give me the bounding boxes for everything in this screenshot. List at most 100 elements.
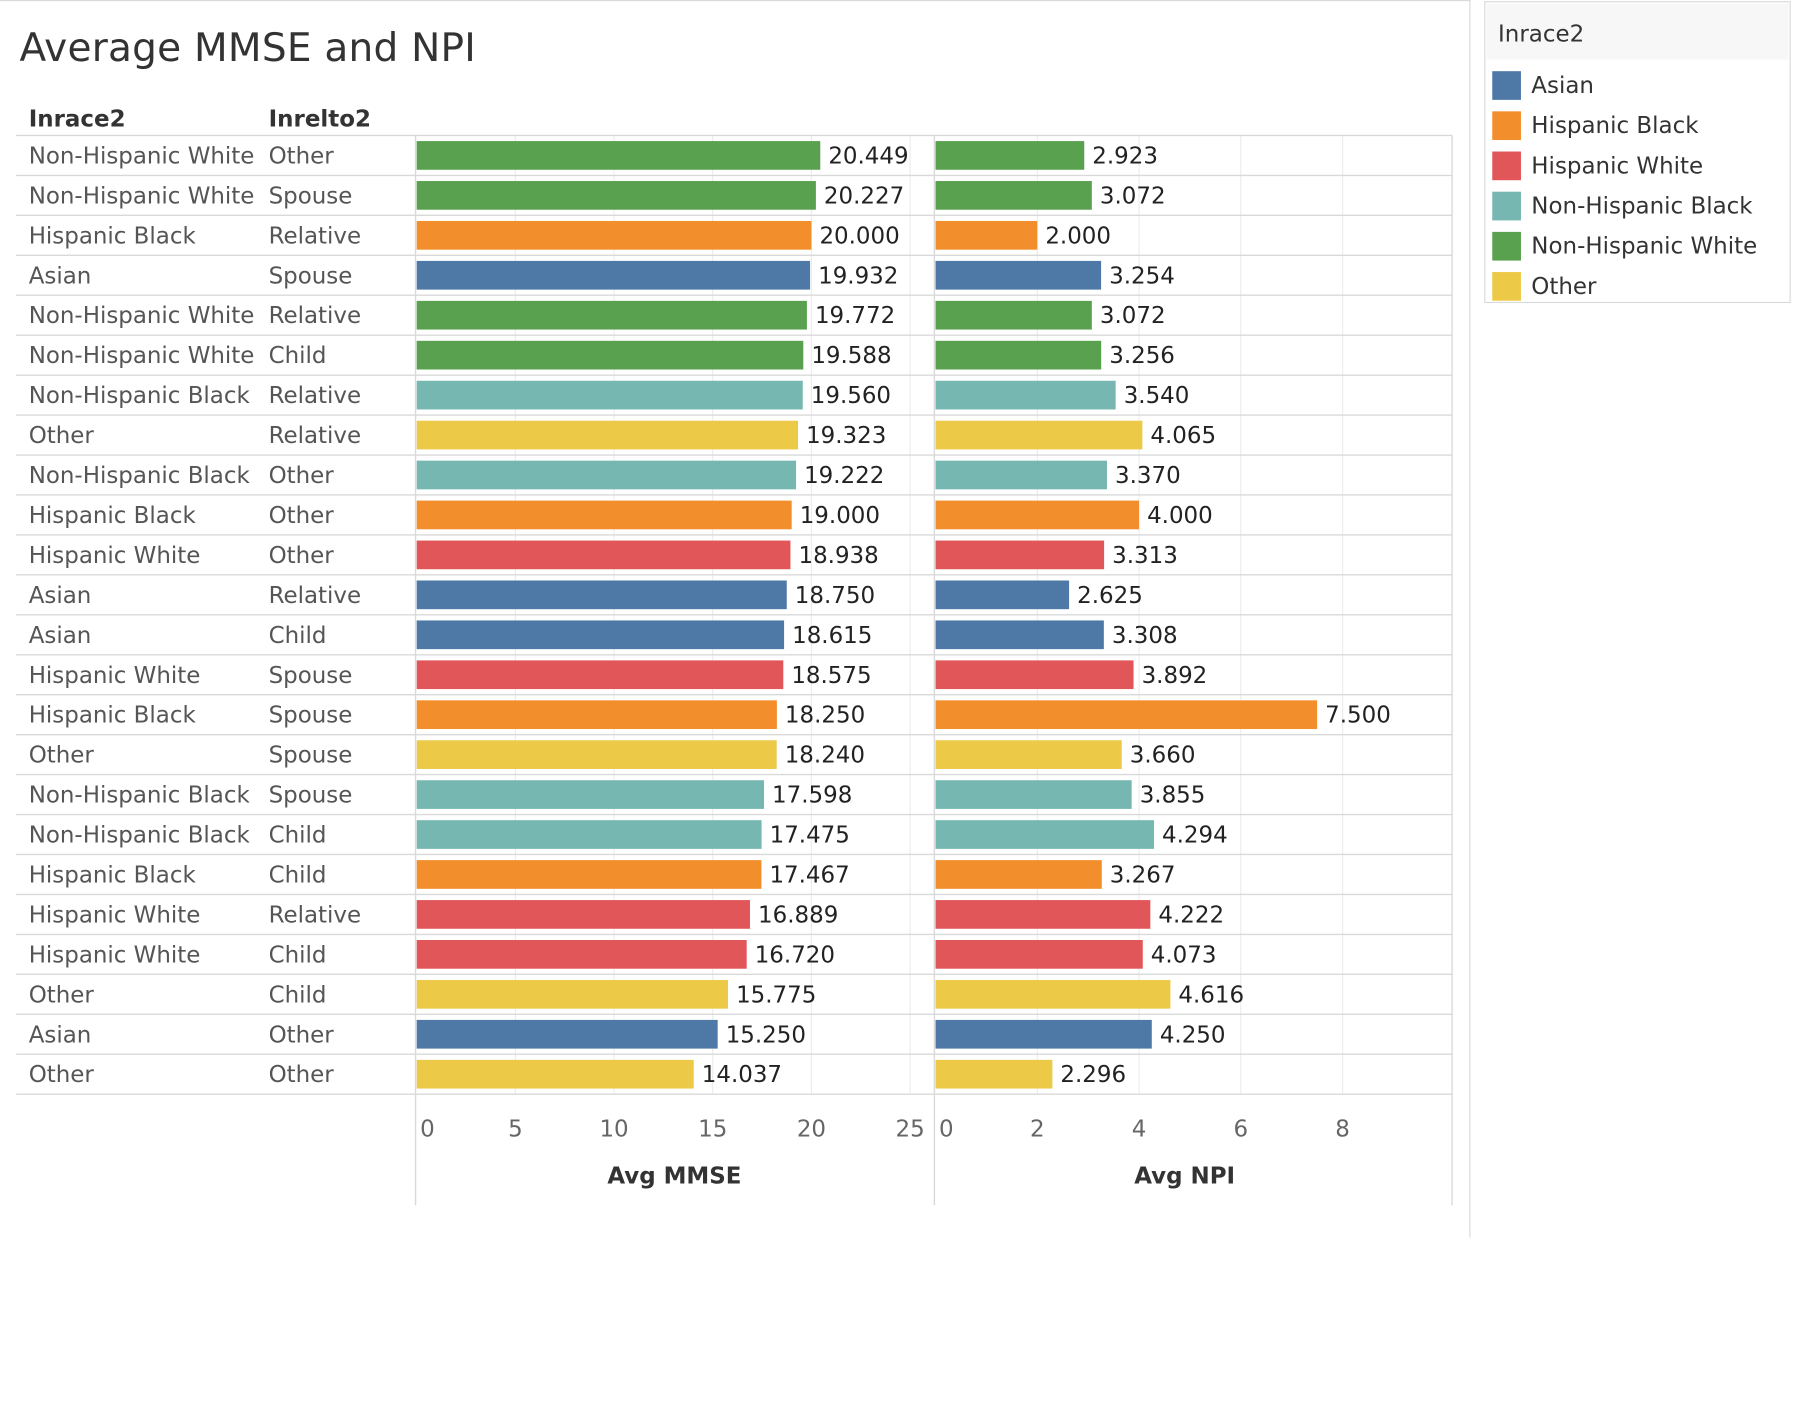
npi-bar[interactable]	[935, 580, 1070, 610]
mmse-value-label: 19.000	[800, 503, 880, 529]
npi-bar[interactable]	[935, 380, 1116, 410]
npi-bar[interactable]	[935, 300, 1092, 330]
row-race-label: Non-Hispanic Black	[29, 463, 251, 489]
mmse-bar[interactable]	[416, 820, 762, 849]
mmse-bar[interactable]	[416, 380, 803, 410]
row-race-label: Hispanic White	[29, 942, 201, 968]
mmse-bar[interactable]	[416, 780, 765, 809]
npi-bar[interactable]	[935, 740, 1122, 769]
mmse-bar[interactable]	[416, 740, 777, 769]
legend-swatch	[1492, 272, 1521, 301]
row-race-label: Asian	[29, 1022, 92, 1048]
npi-value-label: 4.222	[1158, 902, 1224, 928]
mmse-axis-title: Avg MMSE	[607, 1163, 741, 1189]
mmse-value-label: 19.560	[811, 383, 891, 409]
mmse-bar[interactable]	[416, 260, 811, 290]
npi-bar[interactable]	[935, 141, 1085, 170]
npi-value-label: 2.296	[1060, 1062, 1126, 1088]
npi-value-label: 3.660	[1130, 743, 1196, 769]
npi-value-label: 2.625	[1077, 583, 1143, 609]
row-relation-label: Child	[269, 623, 327, 649]
mmse-bar[interactable]	[416, 420, 799, 450]
color-legend: Inrace2 Asian Hispanic Black Hispanic Whit…	[1484, 1, 1791, 304]
legend-label: Hispanic White	[1531, 151, 1704, 180]
npi-bar[interactable]	[935, 1059, 1053, 1089]
legend-label: Asian	[1531, 71, 1594, 99]
chart-title: Average MMSE and NPI	[19, 25, 477, 72]
row-race-label: Non-Hispanic Black	[29, 383, 251, 409]
mmse-bar[interactable]	[416, 340, 804, 370]
mmse-bar[interactable]	[416, 620, 785, 650]
npi-tick-label: 0	[939, 1116, 954, 1142]
npi-bar[interactable]	[935, 820, 1155, 849]
npi-bar[interactable]	[935, 460, 1108, 490]
npi-value-label: 3.370	[1115, 463, 1181, 489]
npi-value-label: 4.294	[1162, 823, 1228, 849]
mmse-value-label: 20.449	[828, 143, 908, 169]
npi-bar[interactable]	[935, 220, 1038, 250]
relation-column-header[interactable]: Inrelto2	[268, 104, 371, 133]
row-race-label: Hispanic Black	[29, 223, 197, 249]
npi-bar[interactable]	[935, 860, 1102, 889]
row-race-label: Asian	[29, 623, 92, 649]
npi-bar[interactable]	[935, 500, 1140, 530]
npi-bar[interactable]	[935, 420, 1143, 450]
row-relation-label: Relative	[269, 303, 362, 329]
npi-bar[interactable]	[935, 540, 1105, 570]
mmse-tick-label: 25	[896, 1116, 925, 1142]
row-race-label: Hispanic Black	[29, 863, 197, 889]
npi-value-label: 2.000	[1045, 223, 1111, 249]
row-relation-label: Spouse	[269, 263, 353, 289]
npi-tick-label: 6	[1234, 1116, 1249, 1142]
mmse-bar[interactable]	[416, 900, 751, 929]
mmse-bar[interactable]	[416, 700, 777, 730]
mmse-bar[interactable]	[416, 540, 791, 570]
mmse-value-label: 19.772	[815, 303, 895, 329]
npi-value-label: 3.308	[1112, 623, 1178, 649]
npi-bar[interactable]	[935, 1019, 1152, 1049]
row-relation-label: Relative	[269, 583, 362, 609]
mmse-bar[interactable]	[416, 141, 821, 170]
row-relation-label: Other	[269, 543, 335, 569]
mmse-bar[interactable]	[416, 940, 747, 969]
bar-chart-svg: Non-Hispanic White Other 20.449 2.923 Non-Hi…	[16, 134, 1453, 1206]
npi-bar[interactable]	[935, 340, 1102, 370]
npi-bar[interactable]	[935, 940, 1143, 969]
npi-bar[interactable]	[935, 700, 1318, 730]
mmse-bar[interactable]	[416, 220, 812, 250]
npi-bar[interactable]	[935, 181, 1092, 210]
mmse-bar[interactable]	[416, 979, 729, 1009]
race-column-header[interactable]: Inrace2	[28, 104, 126, 133]
mmse-bar[interactable]	[416, 1059, 694, 1089]
npi-bar[interactable]	[935, 260, 1102, 290]
row-race-label: Other	[29, 982, 95, 1008]
mmse-value-label: 15.775	[736, 982, 816, 1008]
mmse-tick-label: 15	[698, 1116, 727, 1142]
npi-value-label: 3.267	[1110, 863, 1176, 889]
npi-value-label: 2.923	[1092, 143, 1158, 169]
npi-bar[interactable]	[935, 979, 1171, 1009]
worksheet-frame	[0, 0, 1471, 1238]
row-relation-label: Other	[269, 1022, 335, 1048]
npi-bar[interactable]	[935, 620, 1104, 650]
row-race-label: Non-Hispanic White	[29, 143, 255, 169]
row-race-label: Hispanic White	[29, 543, 201, 569]
mmse-value-label: 19.323	[806, 423, 886, 449]
npi-bar[interactable]	[935, 900, 1151, 929]
row-race-label: Other	[29, 1062, 95, 1088]
mmse-value-label: 20.000	[819, 223, 899, 249]
mmse-bar[interactable]	[416, 460, 797, 490]
npi-bar[interactable]	[935, 780, 1132, 809]
mmse-bar[interactable]	[416, 580, 787, 610]
mmse-bar[interactable]	[416, 660, 784, 690]
mmse-bar[interactable]	[416, 1019, 718, 1049]
mmse-bar[interactable]	[416, 500, 792, 530]
mmse-bar[interactable]	[416, 860, 762, 889]
mmse-bar[interactable]	[416, 300, 807, 330]
row-relation-label: Child	[269, 823, 327, 849]
npi-value-label: 4.616	[1178, 982, 1244, 1008]
npi-bar[interactable]	[935, 660, 1134, 690]
mmse-value-label: 14.037	[702, 1062, 782, 1088]
mmse-value-label: 16.720	[755, 942, 835, 968]
mmse-bar[interactable]	[416, 181, 816, 210]
